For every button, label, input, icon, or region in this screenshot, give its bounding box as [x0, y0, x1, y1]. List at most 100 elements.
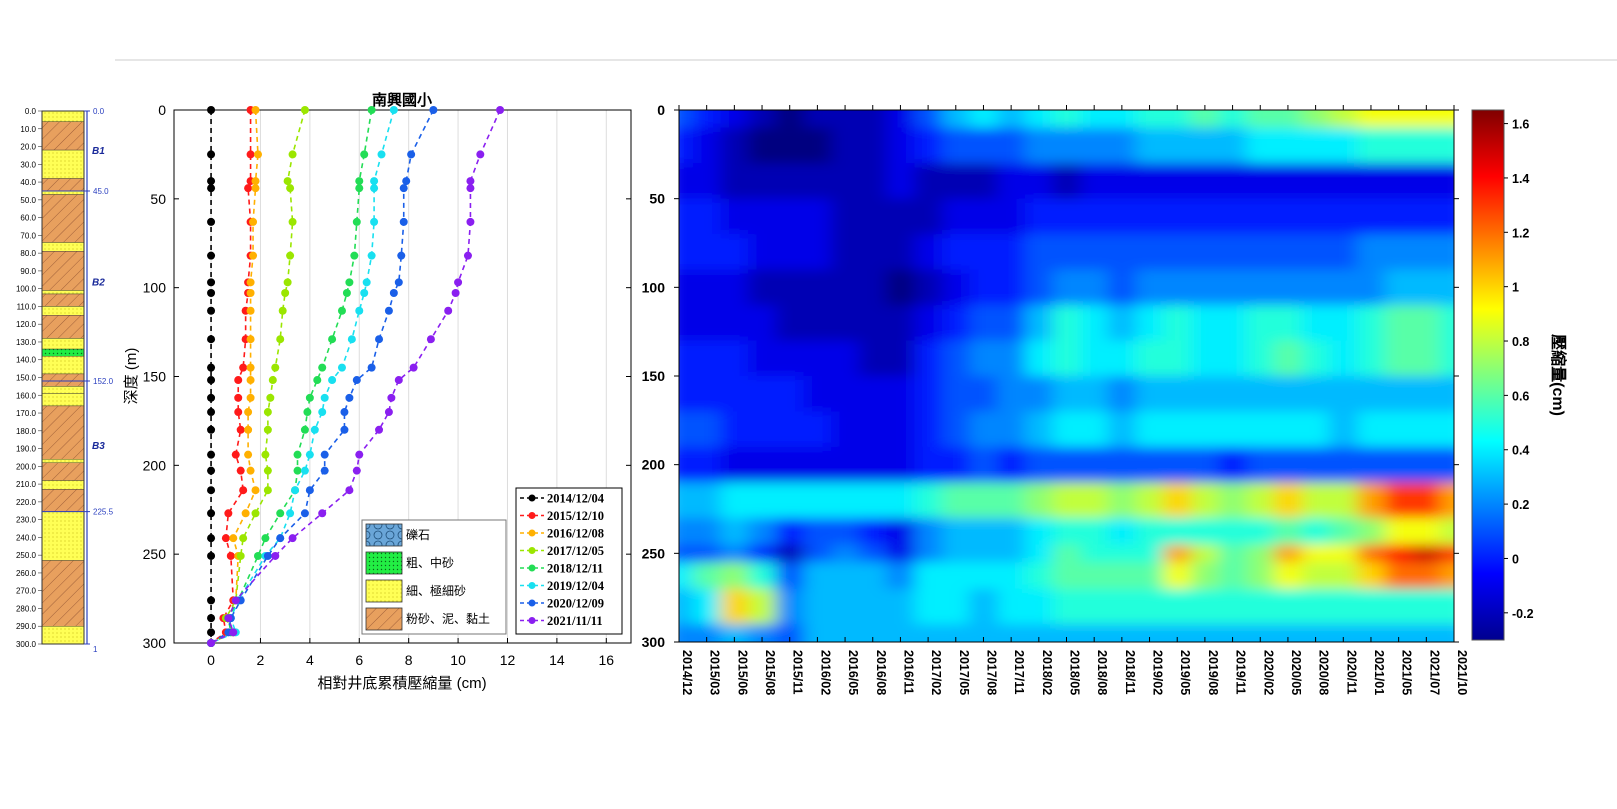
heatmap-cell — [775, 588, 805, 626]
profile-data-point — [402, 177, 411, 186]
profile-data-point — [229, 628, 238, 637]
profile-data-point — [394, 278, 403, 287]
heatmap-cell — [969, 340, 999, 377]
heatmap-cell — [1440, 305, 1454, 342]
heatmap-cell — [679, 411, 694, 448]
column-layer — [41, 315, 85, 339]
profile-data-point — [384, 306, 393, 315]
heatmap-cell — [1024, 588, 1054, 626]
heatmap-cell — [1191, 127, 1220, 165]
heatmap-cell — [914, 588, 943, 626]
heatmap-cell — [1080, 163, 1110, 200]
heatmap-cell — [941, 163, 971, 200]
heatmap-x-ticks: 2014/12 2015/03 2015/06 2015/08 2015/11 2016/… — [678, 105, 1469, 695]
heatmap-cell — [692, 127, 722, 165]
heatmap-cell — [1080, 562, 1110, 590]
column-tick-label: 60.0 — [20, 214, 36, 223]
profile-data-point — [246, 278, 255, 287]
profile-data-point — [249, 251, 258, 260]
heatmap-cell — [1384, 305, 1414, 342]
profile-data-point — [288, 534, 297, 543]
heatmap-cell — [1080, 234, 1110, 271]
heatmap-cell — [803, 305, 833, 342]
profile-data-point — [224, 614, 233, 623]
profile-data-point — [399, 217, 408, 226]
heatmap-cell — [1135, 110, 1165, 129]
profile-data-point — [370, 177, 379, 186]
heatmap-cell — [1218, 305, 1248, 342]
heatmap-cell — [720, 376, 750, 413]
heatmap-cell — [1218, 446, 1248, 484]
profile-data-point — [375, 425, 384, 434]
heatmap-cell — [1191, 482, 1220, 519]
heatmap-cell — [858, 234, 888, 271]
colorbar-tick-label: 1 — [1512, 281, 1519, 295]
heatmap-cell — [1246, 110, 1276, 129]
heatmap-cell — [1384, 269, 1414, 307]
heatmap-cell — [1135, 269, 1165, 307]
profile-data-point — [328, 335, 337, 344]
profile-data-point — [466, 217, 475, 226]
heatmap-cell — [1384, 163, 1414, 200]
column-tick-label: 170.0 — [16, 409, 37, 418]
heatmap-cell — [969, 624, 999, 642]
heatmap-cell — [858, 588, 888, 626]
heatmap-cell — [720, 411, 750, 448]
heatmap-cell — [1135, 127, 1165, 165]
heatmap-cell — [1163, 234, 1193, 271]
heatmap-cell — [748, 411, 777, 448]
heatmap-cell — [692, 588, 722, 626]
heatmap-cell — [1024, 446, 1054, 484]
column-tick-label: 250.0 — [16, 551, 37, 560]
heatmap-cell — [969, 411, 999, 448]
heatmap-cell — [803, 269, 833, 307]
column-layer — [41, 348, 85, 357]
column-layer — [41, 110, 85, 122]
heatmap-cell — [1135, 544, 1165, 564]
heatmap-cell — [803, 624, 833, 642]
heatmap-cell — [1301, 588, 1331, 626]
heatmap-cell — [1024, 269, 1054, 307]
profile-data-point — [268, 376, 277, 385]
heatmap-y-tick-label: 200 — [642, 457, 666, 473]
profile-data-point — [345, 486, 354, 495]
heatmap-cell — [1329, 269, 1359, 307]
heatmap-cell — [997, 340, 1026, 377]
heatmap-cell — [1246, 198, 1276, 236]
column-layer — [41, 373, 85, 387]
heatmap-cell — [1080, 269, 1110, 307]
heatmap-cell — [1357, 624, 1386, 642]
heatmap-cell — [831, 446, 860, 484]
heatmap-cell — [941, 562, 971, 590]
heatmap-cell — [1135, 198, 1165, 236]
heatmap-cell — [1052, 482, 1082, 519]
profile-data-point — [231, 596, 240, 605]
profile-data-point — [246, 393, 255, 402]
heatmap-cell — [969, 482, 999, 519]
profile-data-point — [454, 278, 463, 287]
profile-data-point — [352, 376, 361, 385]
column-tick-label: 80.0 — [20, 249, 36, 258]
heatmap-cell — [692, 544, 722, 564]
heatmap-cell — [1357, 376, 1386, 413]
heatmap-cell — [748, 588, 777, 626]
profile-y-tick-label: 50 — [150, 191, 166, 207]
heatmap-cell — [1135, 517, 1165, 546]
profile-data-point — [320, 393, 329, 402]
column-boundary-label: 225.5 — [93, 508, 114, 517]
heatmap-cell — [1412, 376, 1442, 413]
column-layer — [41, 462, 85, 481]
heatmap-cell — [775, 269, 805, 307]
heatmap-cell — [1191, 269, 1220, 307]
heatmap-cell — [1329, 482, 1359, 519]
column-layer — [41, 194, 85, 243]
profile-data-point — [224, 509, 233, 518]
profile-data-point — [207, 217, 216, 226]
profile-data-point — [221, 534, 230, 543]
heatmap-cell — [1357, 234, 1386, 271]
heatmap-cell — [969, 517, 999, 546]
heatmap-cell — [1080, 446, 1110, 484]
heatmap-cell — [1191, 110, 1220, 129]
heatmap-cell — [941, 482, 971, 519]
column-layer — [41, 405, 85, 460]
